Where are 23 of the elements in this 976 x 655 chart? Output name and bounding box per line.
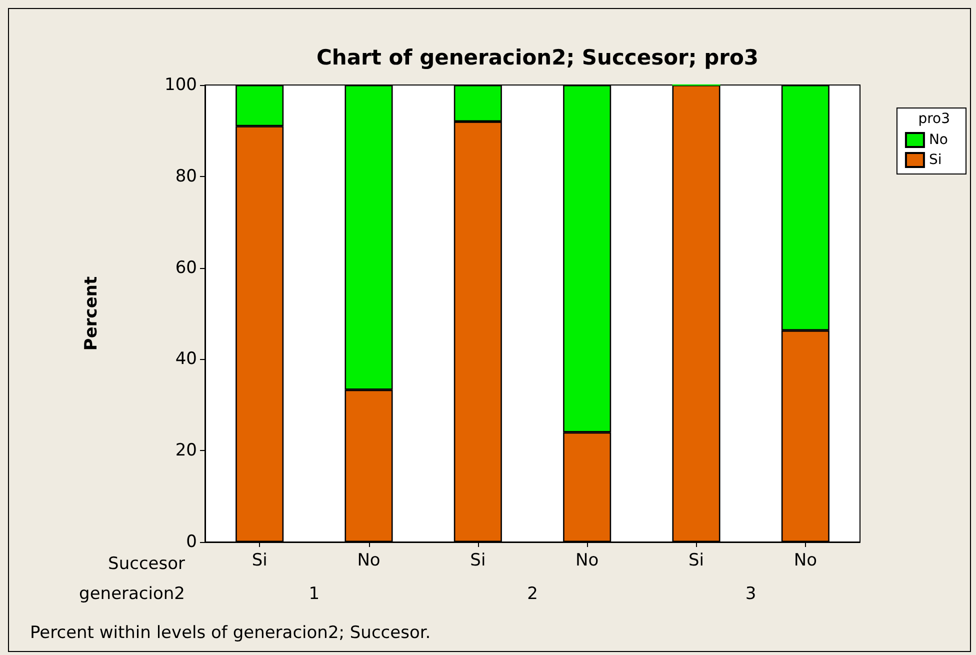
text: 2	[527, 584, 538, 604]
legend-title: pro3	[918, 111, 950, 127]
x-tick-label: No	[576, 550, 599, 570]
text: Percent within levels of generacion2; Succesor.	[30, 623, 431, 643]
y-tick-label: 80	[175, 166, 197, 186]
y-tick-label: 0	[186, 532, 197, 552]
legend-label: No	[928, 132, 948, 148]
x-tick-label: Si	[252, 550, 268, 570]
y-tick-label: 20	[175, 440, 197, 461]
y-axis-title: Percent	[82, 276, 102, 351]
x-tick-label: Si	[688, 550, 704, 570]
x-tick-label: No	[357, 550, 380, 570]
text: 1	[308, 584, 320, 604]
text: 3	[745, 584, 756, 604]
chart-title: Chart of generacion2; Succesor; pro3	[316, 46, 759, 70]
text: generacion2	[79, 584, 185, 604]
x-tick-label: Si	[470, 550, 486, 570]
text: Succesor	[108, 554, 186, 574]
x-tick-label: No	[794, 550, 817, 570]
y-tick-label: 100	[164, 75, 197, 95]
y-tick-label: 40	[175, 349, 197, 370]
y-tick-label: 60	[175, 258, 197, 278]
legend-label: Si	[928, 152, 942, 168]
